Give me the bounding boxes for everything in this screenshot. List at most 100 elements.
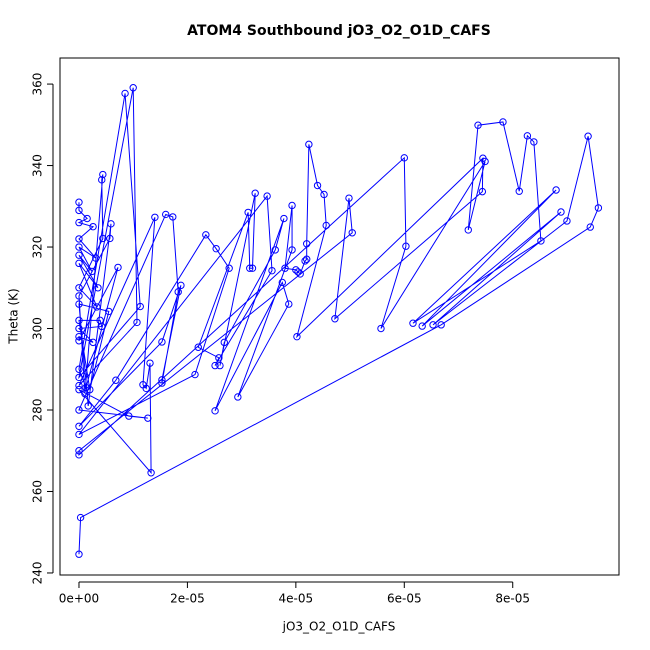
y-axis-label: Theta (K) <box>7 288 21 344</box>
data-point <box>75 406 83 414</box>
data-point <box>437 321 445 329</box>
data-point <box>75 337 83 345</box>
data-point <box>418 322 426 330</box>
data-point <box>177 281 185 290</box>
data-point <box>474 121 482 129</box>
data-point <box>89 338 97 347</box>
data-point <box>409 319 417 327</box>
data-point <box>99 234 107 243</box>
data-point <box>75 381 83 390</box>
data-point <box>302 240 311 248</box>
data-point <box>121 89 129 98</box>
data-point <box>75 243 83 251</box>
y-tick-label: 280 <box>31 399 45 422</box>
data-point <box>75 430 83 439</box>
data-point <box>563 217 571 225</box>
data-point <box>88 267 96 276</box>
data-point <box>331 315 339 323</box>
y-tick-label: 260 <box>31 480 45 503</box>
data-point <box>114 263 122 272</box>
data-point <box>377 324 385 333</box>
data-point <box>75 218 83 227</box>
data-point <box>92 254 100 262</box>
data-point <box>151 213 159 221</box>
data-point <box>106 234 114 243</box>
data-point <box>75 251 83 259</box>
data-point <box>75 292 83 300</box>
data-point <box>302 255 311 263</box>
data-point <box>158 379 166 387</box>
data-point <box>211 361 219 370</box>
data-point <box>191 370 199 379</box>
data-point <box>144 414 152 422</box>
data-point <box>146 359 154 367</box>
data-point <box>268 266 276 275</box>
data-point <box>75 206 83 215</box>
data-point <box>499 118 507 126</box>
data-point <box>75 422 83 430</box>
data-point <box>129 84 137 92</box>
data-point <box>537 237 545 245</box>
data-point <box>125 412 133 420</box>
data-point <box>481 157 489 166</box>
data-point <box>293 332 301 341</box>
data-point <box>278 278 286 287</box>
data-point <box>296 270 304 278</box>
data-point <box>429 321 437 329</box>
data-point <box>89 222 97 231</box>
data-point <box>322 221 330 230</box>
data-point <box>251 189 259 197</box>
data-point <box>133 318 141 327</box>
y-tick-label: 320 <box>31 236 45 259</box>
data-point <box>75 365 83 373</box>
data-point <box>174 288 182 296</box>
data-point <box>169 213 177 221</box>
data-point <box>400 154 408 162</box>
data-point <box>86 385 94 394</box>
x-tick-label: 0e+00 <box>59 592 99 606</box>
data-point <box>246 264 254 272</box>
data-point <box>281 264 289 272</box>
data-point <box>280 214 288 223</box>
data-point <box>94 284 102 292</box>
data-point <box>147 469 155 477</box>
data-point <box>212 244 220 253</box>
data-point <box>594 204 603 212</box>
data-point <box>75 198 83 206</box>
data-point <box>292 266 300 274</box>
data-point <box>93 303 101 311</box>
data-point <box>271 246 279 254</box>
data-point <box>211 407 219 415</box>
x-tick-label: 8e-05 <box>495 592 530 606</box>
data-point <box>220 338 228 347</box>
plot-frame <box>59 57 620 576</box>
data-point <box>75 447 83 455</box>
data-point <box>112 376 120 384</box>
data-point <box>313 181 322 190</box>
data-point <box>557 208 565 216</box>
data-point <box>84 402 92 410</box>
data-point <box>75 324 83 333</box>
data-point <box>263 192 271 200</box>
data-point <box>202 231 210 239</box>
data-point <box>288 246 296 254</box>
data-point <box>478 187 487 196</box>
data-point <box>216 361 224 370</box>
data-point <box>98 176 106 184</box>
data-point <box>464 226 472 234</box>
data-point <box>76 513 85 522</box>
data-point <box>348 229 356 237</box>
y-tick-label: 360 <box>31 73 45 96</box>
data-point <box>523 132 532 140</box>
data-line <box>77 87 599 555</box>
data-point <box>75 451 83 459</box>
data-point <box>285 300 293 308</box>
data-point <box>75 316 83 325</box>
data-point <box>515 187 523 195</box>
data-point <box>248 264 257 272</box>
data-point <box>301 257 309 265</box>
x-axis-label: jO3_O2_O1D_CAFS <box>282 620 396 634</box>
y-tick-label: 340 <box>31 154 45 177</box>
data-point <box>586 223 594 231</box>
